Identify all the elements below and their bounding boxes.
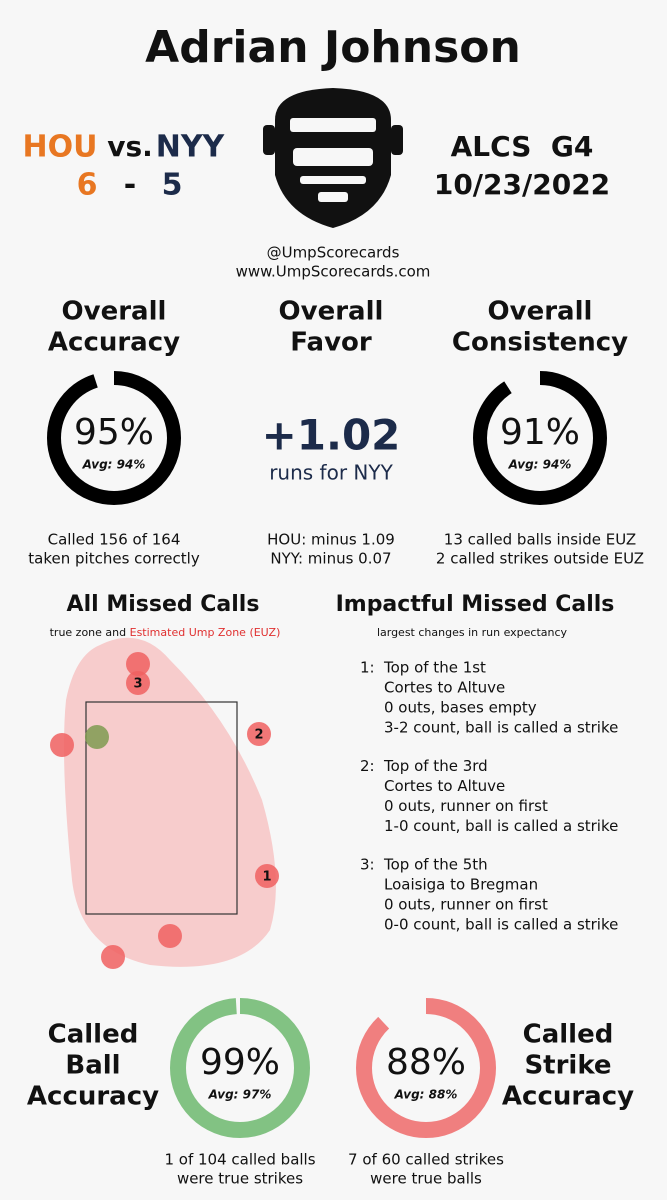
gauge-arc — [356, 998, 496, 1138]
versus: vs. — [107, 130, 153, 163]
gauge-title: Called — [48, 1020, 139, 1050]
call-rank: 3: — [360, 856, 375, 874]
true-zone — [85, 701, 238, 915]
pitch-label: 2 — [254, 728, 263, 743]
gauge-title: Called — [523, 1020, 614, 1050]
gauge-value: 99% — [200, 1042, 280, 1083]
call-line: 0 outs, runner on first — [384, 797, 548, 815]
call-line: Cortes to Altuve — [384, 679, 505, 697]
favor-title: Favor — [290, 328, 372, 358]
ump-zone — [64, 637, 276, 967]
mask-icon — [263, 88, 403, 228]
pitch — [126, 671, 150, 695]
gauge-note: Called 156 of 164 — [48, 531, 181, 549]
home-score: 5 — [162, 168, 183, 203]
subtitle-text: true zone and — [50, 626, 127, 639]
gauge-average: Avg: 97% — [208, 1088, 272, 1102]
favor-note: HOU: minus 1.09 — [267, 531, 395, 549]
gauge-title: Strike — [524, 1051, 611, 1081]
gauge-value: 91% — [500, 412, 580, 453]
gauge-title: Overall — [62, 297, 167, 327]
handle: @UmpScorecards — [267, 244, 400, 262]
gauge-arc — [170, 998, 310, 1138]
favor-unit: runs for NYY — [269, 461, 393, 485]
date: 10/23/2022 — [434, 168, 610, 201]
gauge-value: 88% — [386, 1042, 466, 1083]
call-line: Top of the 3rd — [383, 757, 488, 775]
gauge-note: were true balls — [370, 1170, 482, 1188]
pitch — [50, 733, 74, 757]
call-line: 0-0 count, ball is called a strike — [384, 916, 618, 934]
gauge-note: 1 of 104 called balls — [164, 1151, 315, 1169]
favor-value: +1.02 — [262, 411, 401, 460]
gauge-title: Accuracy — [27, 1082, 159, 1112]
pitch-label: 3 — [133, 677, 142, 692]
pitch — [255, 864, 279, 888]
gauge-note: 2 called strikes outside EUZ — [436, 550, 644, 568]
call-rank: 1: — [360, 659, 375, 677]
missed-subtitle: true zone and Estimated Ump Zone (EUZ) — [50, 626, 281, 639]
gauge-average: Avg: 88% — [394, 1088, 458, 1102]
pitch — [158, 924, 182, 948]
gauge-arc — [473, 371, 607, 505]
gauge-value: 95% — [74, 412, 154, 453]
call-line: Cortes to Altuve — [384, 777, 505, 795]
home-team: NYY — [156, 130, 226, 165]
website: www.UmpScorecards.com — [236, 263, 431, 281]
pitch — [247, 722, 271, 746]
call-rank: 2: — [360, 757, 375, 775]
gauge-title: Ball — [65, 1051, 120, 1081]
gauge-title: Overall — [488, 297, 593, 327]
favor-note: NYY: minus 0.07 — [270, 550, 391, 568]
impactful-subtitle: largest changes in run expectancy — [377, 626, 568, 639]
favor-title: Overall — [279, 297, 384, 327]
impactful-list: 1: Top of the 1st Cortes to Altuve 0 outs, … — [360, 659, 618, 934]
call-line: Loaisiga to Bregman — [384, 876, 538, 894]
away-score: 6 — [77, 168, 98, 203]
missed-title: All Missed Calls — [67, 592, 260, 617]
gauge-note: taken pitches correctly — [28, 550, 200, 568]
pitch — [101, 945, 125, 969]
gauge-note: were true strikes — [177, 1170, 303, 1188]
gauge-note: 13 called balls inside EUZ — [444, 531, 636, 549]
gauge-title: Accuracy — [502, 1082, 634, 1112]
gauge-average: Avg: 94% — [82, 458, 146, 472]
pitch — [126, 652, 150, 676]
call-line: 3-2 count, ball is called a strike — [384, 719, 618, 737]
gauge-title: Consistency — [452, 328, 628, 358]
call-line: 0 outs, bases empty — [384, 699, 537, 717]
game: ALCS G4 — [451, 130, 594, 163]
gauge-note: 7 of 60 called strikes — [348, 1151, 504, 1169]
pitch — [85, 725, 109, 749]
gauge-title: Accuracy — [48, 328, 180, 358]
gauge-arc — [47, 371, 181, 505]
call-line: 1-0 count, ball is called a strike — [384, 817, 618, 835]
call-line: 0 outs, runner on first — [384, 896, 548, 914]
score-separator: - — [124, 168, 136, 203]
subtitle-highlight: Estimated Ump Zone (EUZ) — [130, 626, 281, 639]
call-line: Top of the 5th — [383, 856, 488, 874]
away-team: HOU — [23, 130, 98, 165]
call-line: Top of the 1st — [383, 659, 486, 677]
gauge-average: Avg: 94% — [508, 458, 572, 472]
pitch-label: 1 — [262, 870, 271, 885]
umpire-name: Adrian Johnson — [145, 22, 521, 73]
pitches: 3 2 1 — [50, 652, 279, 969]
impactful-title: Impactful Missed Calls — [336, 592, 615, 617]
